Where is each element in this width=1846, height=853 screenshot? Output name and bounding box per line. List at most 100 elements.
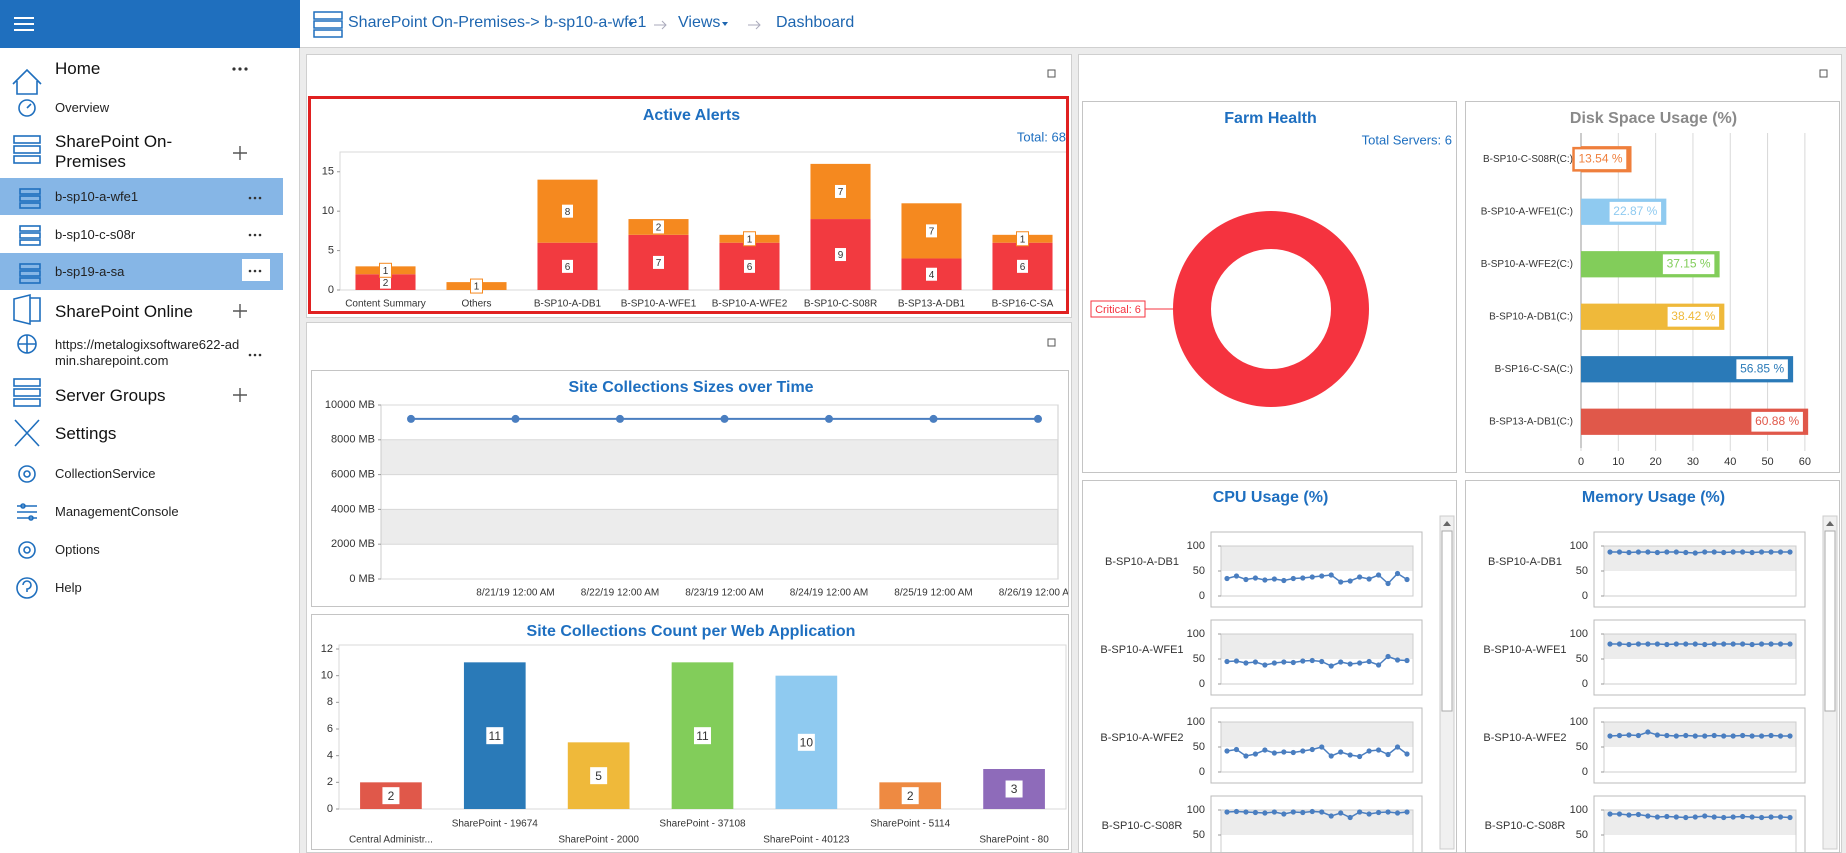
nav-home[interactable]: Home (55, 59, 101, 78)
nav-server-groups[interactable]: Server Groups (55, 386, 166, 405)
point (1768, 549, 1774, 555)
point (1243, 576, 1249, 583)
point (1654, 549, 1660, 556)
point (1777, 549, 1784, 555)
point (1338, 749, 1344, 755)
point (1626, 812, 1632, 818)
x-tick-label: 8/24/19 12:00 AM (790, 588, 868, 599)
point (1224, 658, 1230, 665)
y-tick-label: 100 (1570, 540, 1588, 552)
chart-title: Disk Space Usage (%) (1570, 110, 1737, 127)
chart: Site Collections Count per Web Applicati… (321, 623, 1067, 846)
maximize-button[interactable] (1047, 69, 1057, 79)
point (1702, 733, 1708, 739)
grid-band (1221, 634, 1413, 659)
point (1224, 575, 1230, 582)
point (616, 414, 624, 423)
nav-online[interactable]: SharePoint Online (55, 302, 193, 321)
nav-help[interactable]: Help (55, 580, 82, 595)
point (1692, 641, 1698, 647)
point (1740, 641, 1746, 647)
point (1749, 549, 1755, 556)
point (1673, 814, 1679, 820)
point (1787, 549, 1793, 555)
value-label-box (470, 278, 483, 294)
nav-server[interactable]: b-sp19-a-sa (55, 264, 125, 279)
value-label-box (1733, 356, 1791, 382)
breadcrumb-views[interactable]: Views (678, 14, 721, 31)
row-label: B-SP10-C-S08R (1101, 820, 1183, 832)
scroll-up (1826, 521, 1834, 526)
x-tick-label: B-SP10-A-WFE2 (712, 299, 788, 310)
point (1243, 753, 1249, 759)
y-tick-label: 0 (1199, 766, 1205, 778)
point (1768, 641, 1774, 647)
chart: Active Alerts Total: 68 0 5 10 15 Content Summ… (322, 107, 1066, 310)
x-tick-label: Others (461, 299, 491, 310)
point (720, 414, 729, 423)
y-tick-label: 100 (1570, 628, 1588, 640)
value-label: 60.88 % (1755, 414, 1799, 428)
maximize-button[interactable] (1819, 69, 1829, 79)
chart-box: CPU Usage (%)050100050100050100050100B-S… (1082, 480, 1457, 853)
point (1347, 814, 1353, 821)
nav-on-premises[interactable]: SharePoint On-Premises (55, 132, 173, 171)
nav-collection-service[interactable]: CollectionService (55, 466, 156, 481)
point (1394, 570, 1401, 577)
chart-box: Farm Health Total Servers: 6 Critical: 6 (1082, 101, 1457, 473)
value-label-box (1607, 199, 1664, 225)
point (1702, 549, 1708, 555)
point (1347, 578, 1353, 584)
maximize-button[interactable] (1047, 338, 1057, 348)
breadcrumb-farm[interactable]: SharePoint On-Premises-> b-sp10-a-wfe1 (348, 14, 647, 31)
value-label: 7 (838, 187, 844, 198)
point (1787, 814, 1793, 821)
point (1654, 732, 1660, 738)
value-label: 1 (747, 234, 753, 245)
chart: Memory Usage (%)050100050100050100050100 (1570, 489, 1838, 852)
y-tick-label: 0 MB (349, 573, 375, 585)
nav-options[interactable]: Options (55, 542, 100, 557)
point (1290, 809, 1296, 815)
point (1740, 549, 1746, 555)
chart-title: Site Collections Sizes over Time (568, 379, 813, 396)
nav-tenant[interactable]: https://metalogixsoftware622-admin.share… (55, 337, 240, 368)
y-tick-label: 12 (321, 643, 333, 655)
nav-server[interactable]: b-sp10-c-s08r (55, 227, 136, 242)
menu-button[interactable] (0, 0, 60, 48)
breadcrumb-dashboard[interactable]: Dashboard (776, 14, 855, 31)
point (1616, 811, 1623, 817)
row-label: B-SP10-A-WFE1 (1100, 644, 1184, 656)
grid-band (1221, 546, 1413, 571)
y-tick-label: B-SP10-A-DB1(C:) (1489, 311, 1573, 322)
value-label: 1 (1020, 234, 1026, 245)
value-label-box (925, 223, 938, 239)
point (1404, 751, 1410, 757)
point (1683, 814, 1689, 821)
point (1366, 748, 1372, 754)
value-label: 2 (907, 789, 914, 803)
point (825, 414, 833, 423)
nav-management-console[interactable]: ManagementConsole (55, 504, 179, 519)
value-label: 11 (489, 729, 502, 743)
value-label-box (743, 258, 756, 274)
nav-overview[interactable]: Overview (55, 100, 110, 115)
y-tick-label: 0 (1199, 590, 1205, 602)
nav-server[interactable]: b-sp10-a-wfe1 (55, 189, 139, 204)
point (1654, 641, 1660, 647)
x-tick-label: 30 (1687, 456, 1699, 468)
row-label: B-SP10-A-DB1 (1105, 556, 1179, 568)
y-tick-label: 6 (327, 723, 333, 735)
nav-settings[interactable]: Settings (55, 424, 117, 443)
point (1394, 657, 1401, 663)
point (1300, 748, 1306, 754)
value-label: 3 (1011, 782, 1018, 796)
y-tick-label: 0 (328, 284, 334, 296)
point (1645, 729, 1651, 735)
x-tick-label: 50 (1761, 456, 1773, 468)
point (1683, 732, 1689, 739)
point (1375, 809, 1382, 816)
point (1290, 659, 1296, 666)
point (1385, 809, 1391, 815)
